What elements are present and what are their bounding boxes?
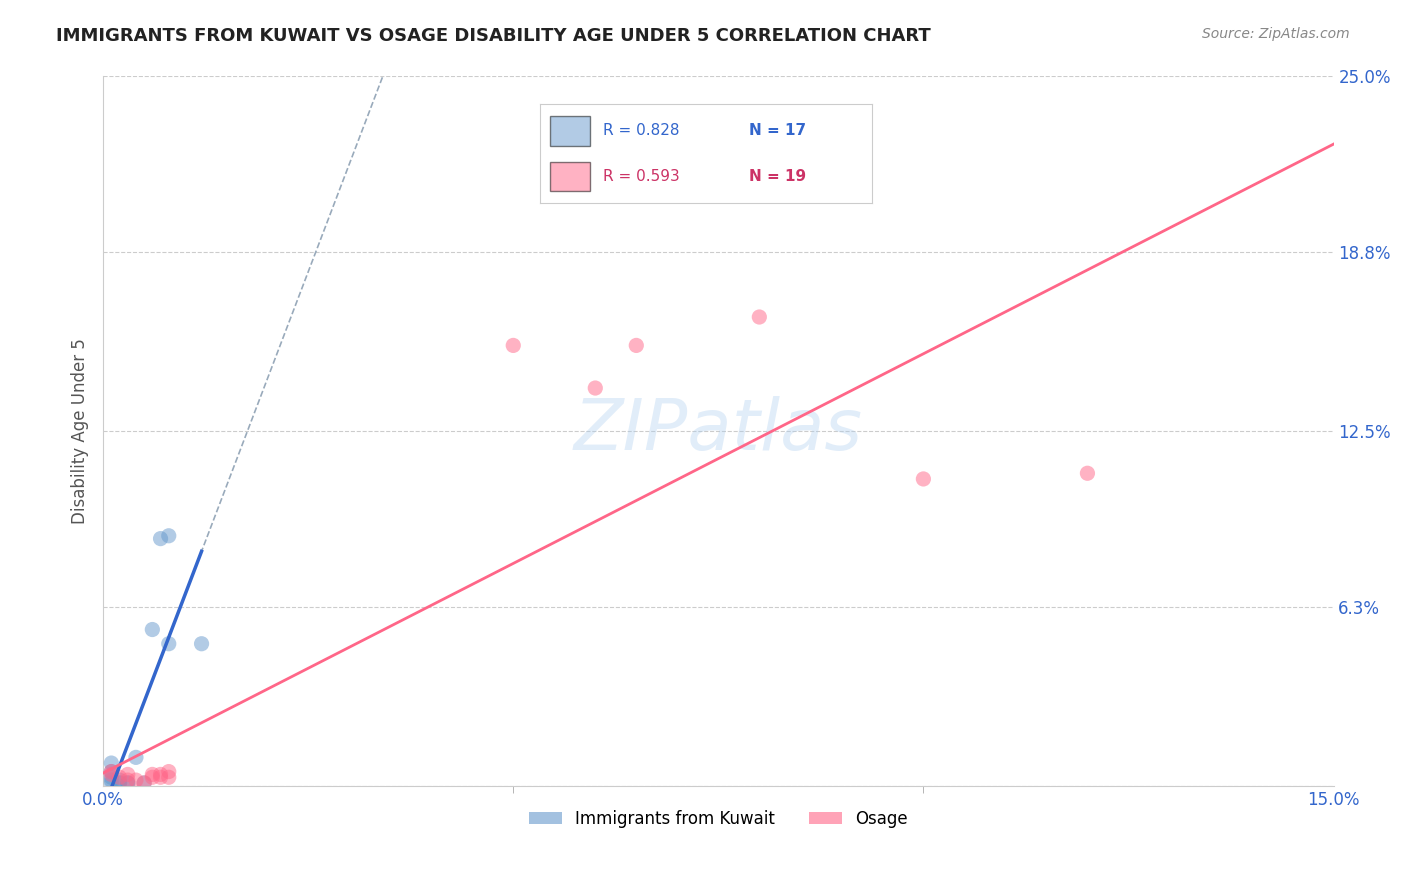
Point	[157, 764, 180, 779]
Point	[1076, 467, 1098, 481]
Point	[912, 472, 935, 486]
Point	[134, 776, 156, 790]
Point	[108, 773, 131, 788]
Point	[141, 767, 163, 781]
Point	[108, 776, 131, 790]
Point	[149, 770, 172, 784]
Point	[100, 776, 122, 790]
Point	[117, 773, 139, 788]
Text: ZIPatlas: ZIPatlas	[574, 396, 863, 465]
Point	[157, 637, 180, 651]
Point	[626, 338, 648, 352]
Point	[748, 310, 770, 324]
Point	[149, 532, 172, 546]
Text: IMMIGRANTS FROM KUWAIT VS OSAGE DISABILITY AGE UNDER 5 CORRELATION CHART: IMMIGRANTS FROM KUWAIT VS OSAGE DISABILI…	[56, 27, 931, 45]
Point	[134, 776, 156, 790]
Point	[157, 770, 180, 784]
Point	[141, 623, 163, 637]
Point	[583, 381, 606, 395]
Point	[190, 637, 212, 651]
Point	[117, 776, 139, 790]
Point	[117, 767, 139, 781]
Point	[157, 529, 180, 543]
Point	[108, 770, 131, 784]
Point	[502, 338, 524, 352]
Point	[141, 770, 163, 784]
Text: Source: ZipAtlas.com: Source: ZipAtlas.com	[1202, 27, 1350, 41]
Y-axis label: Disability Age Under 5: Disability Age Under 5	[72, 338, 89, 524]
Point	[100, 764, 122, 779]
Point	[117, 776, 139, 790]
Point	[125, 773, 148, 788]
Point	[100, 773, 122, 788]
Point	[100, 764, 122, 779]
Point	[125, 750, 148, 764]
Point	[100, 770, 122, 784]
Legend: Immigrants from Kuwait, Osage: Immigrants from Kuwait, Osage	[522, 803, 914, 834]
Point	[100, 767, 122, 781]
Point	[100, 756, 122, 770]
Point	[149, 767, 172, 781]
Point	[108, 776, 131, 790]
